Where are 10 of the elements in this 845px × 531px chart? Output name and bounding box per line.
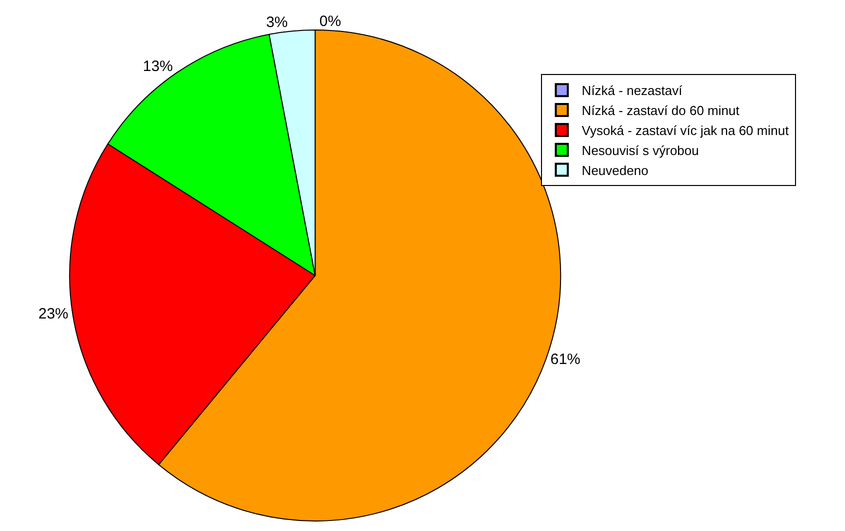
legend-label: Vysoká - zastaví víc jak na 60 minut bbox=[582, 123, 790, 138]
legend-label: Neuvedeno bbox=[582, 162, 648, 178]
data-label: 13% bbox=[142, 58, 173, 76]
data-label: 61% bbox=[550, 351, 580, 368]
data-label: 3% bbox=[266, 14, 288, 32]
legend-label: Nízká - zastaví do 60 minut bbox=[582, 103, 740, 118]
data-label: 23% bbox=[38, 306, 68, 323]
text: 0% bbox=[319, 13, 342, 30]
legend-label: Nízká - nezastaví bbox=[582, 83, 683, 98]
legend-label: Nesouvisí s výrobou bbox=[582, 142, 699, 158]
